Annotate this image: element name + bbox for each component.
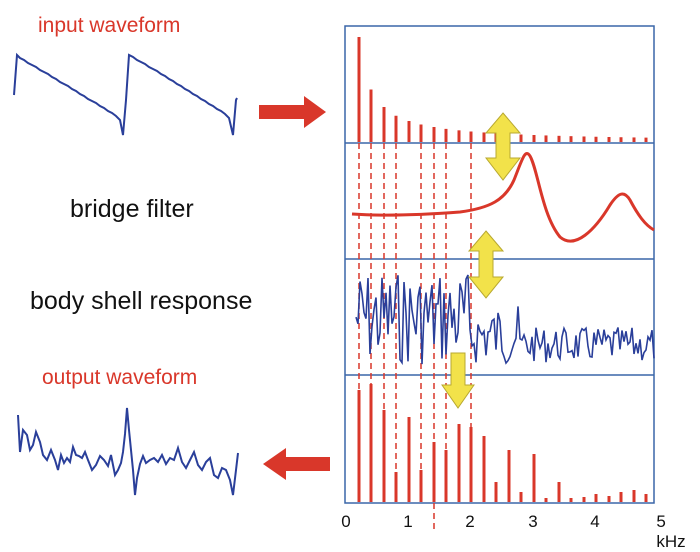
spectrum-panel-frame [344,25,655,504]
input-spectrum-bar [394,115,398,142]
output-spectrum-bar [482,436,486,502]
input-waveform [13,52,238,136]
body-shell-response-curve [355,274,655,366]
input-spectrum-bar [444,128,448,142]
output-waveform-label: output waveform [42,366,198,389]
input-spectrum-bar [544,135,548,142]
input-spectrum-bar [482,132,486,142]
left-arrow-icon [263,448,330,480]
signal-diagram [13,25,655,530]
output-spectrum-bar [632,490,636,502]
input-spectrum-bar [532,135,536,142]
output-spectrum-bar [394,472,398,502]
output-spectrum-bar [407,417,411,502]
double-arrow-icon [484,112,522,181]
bridge-filter-label: bridge filter [70,195,194,223]
output-spectrum-bar [357,390,361,502]
input-spectrum-bar [519,134,523,142]
x-tick-label: 1 [403,512,413,531]
input-spectrum-bar [369,89,373,142]
output-spectrum-bar [544,498,548,502]
output-spectrum-bar [619,492,623,502]
output-spectrum-bar [569,498,573,502]
input-spectrum-bar [594,136,598,142]
input-spectrum-bar [582,136,586,142]
output-spectrum-bar [369,384,373,502]
output-spectrum-bar [382,410,386,502]
x-tick-label: 0 [341,512,351,531]
input-spectrum-bar [557,135,561,142]
output-spectrum-bar [457,424,461,502]
input-spectrum-bar [382,107,386,142]
input-spectrum-bar [569,136,573,142]
output-spectrum-bar [557,482,561,502]
x-tick-label: 3 [528,512,538,531]
output-spectrum-bar [469,427,473,502]
output-spectrum-bar [444,450,448,502]
input-spectrum-bar [419,124,423,142]
right-arrow-icon [259,96,326,128]
double-arrow-icon [467,230,505,299]
output-spectrum-bar [607,496,611,502]
input-spectrum-bar [644,137,648,142]
output-spectrum-bar [507,450,511,502]
input-spectrum-bar [432,127,436,142]
bridge-filter-curve [351,152,655,243]
down-arrow-icon [441,352,475,409]
body-shell-response-label: body shell response [30,287,253,315]
output-spectrum-bar [432,442,436,502]
input-spectrum-bar [619,137,623,142]
output-spectrum-bar [582,497,586,502]
input-spectrum-bar [607,137,611,142]
output-spectrum-bar [519,492,523,502]
input-spectrum-bar [457,130,461,142]
output-spectrum-bar [644,494,648,502]
output-waveform [17,407,239,496]
output-spectrum-bar [594,494,598,502]
input-spectrum-bar [407,121,411,142]
input-spectrum-bar [632,137,636,142]
output-spectrum-bar [494,482,498,502]
input-spectrum-bar [469,131,473,142]
output-spectrum-bar [532,454,536,502]
x-tick-label: 4 [590,512,600,531]
x-tick-label: 5 kHz [656,512,686,551]
x-tick-label: 2 [465,512,475,531]
input-waveform-label: input waveform [38,14,181,37]
input-spectrum-bar [357,37,361,142]
output-spectrum-bar [419,470,423,502]
